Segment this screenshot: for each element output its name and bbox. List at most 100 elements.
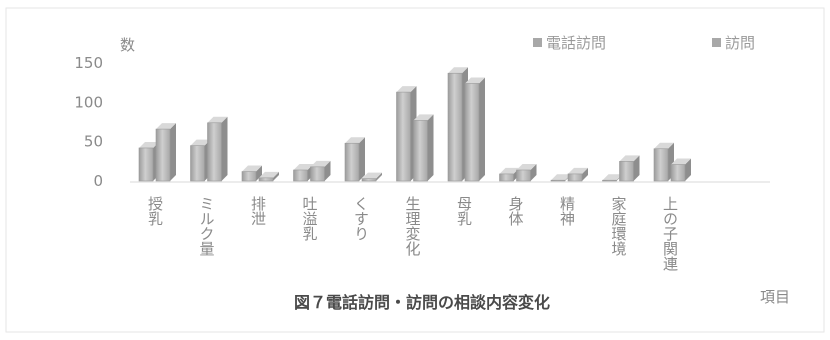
bar-side [479,77,485,181]
bar [653,142,674,182]
legend-label: 訪問 [725,34,755,52]
bar-front [396,91,411,182]
bar-top [654,142,674,149]
bar-side [633,155,640,181]
category-label: 家庭環境 [610,196,628,257]
bar-front [550,179,566,182]
bar-top [516,163,537,170]
bar-side [685,158,691,181]
bar-top [207,116,228,123]
bar [516,163,537,182]
y-axis-label: 数 [120,36,135,54]
bar-front [619,161,634,182]
bar-side [221,116,228,181]
bar-top [190,139,211,146]
legend-swatch [712,38,721,47]
category-label: くすり [352,196,370,241]
category-label: 排泄 [249,196,267,226]
legend: 電話訪問 訪問 [533,34,755,52]
bar-top [259,171,279,178]
bar [241,165,262,182]
category-label: 上の子関連 [661,196,679,272]
bar-front [361,178,377,182]
legend-swatch [533,38,542,47]
bar [670,158,691,182]
bar-front [670,164,686,182]
bar-top [499,167,520,174]
category-label: ミルク量 [198,196,216,256]
bar [413,114,434,182]
bar-top [293,163,314,170]
bar-front [567,173,583,182]
bar-front [155,128,171,182]
bar-side [359,137,365,181]
legend-label: 電話訪問 [546,34,606,52]
bar-front [190,145,205,182]
y-axis-ticks: 0 50 100 150 [74,54,103,190]
bar-top [345,137,365,144]
bar-top [551,174,571,181]
bar-front [241,171,257,182]
bar-side [170,123,176,181]
bar [310,160,331,182]
chart-border [5,7,825,333]
bar [155,123,176,182]
bar [464,77,485,182]
bar-top [448,67,468,74]
bar-front [413,120,428,182]
bar-front [499,173,514,182]
bar-top [362,172,382,179]
bar-front [293,169,308,182]
bar-front [310,166,325,182]
bar [567,167,588,182]
category-label: 身体 [507,196,525,226]
bar-side [376,172,382,181]
bar-top [396,86,417,93]
bar-front [516,169,531,182]
bar-top [139,141,159,148]
chart-frame [5,7,825,333]
bars [138,67,691,182]
category-label: 生理変化 [404,196,422,256]
category-label: 授乳 [146,196,164,226]
bar-front [447,72,463,182]
bar-top [413,114,434,121]
x-axis-label: 項目 [760,288,790,306]
bar-front [344,142,360,182]
bar-side [582,167,588,181]
category-labels: 授乳 ミルク量 排泄 吐溢乳 くすり 生理変化 母乳 身体 精神 家庭環境 上の子関連 [146,196,679,272]
bar-top [242,165,262,172]
y-tick-label: 50 [84,133,103,151]
category-label: 精神 [558,196,576,226]
bar [258,171,279,182]
bar-side [324,160,331,181]
bar [619,155,640,182]
bar-front [602,179,617,182]
bar-front [207,122,222,182]
y-tick-label: 100 [74,93,103,111]
bar-top [671,158,691,165]
bar-side [427,114,434,181]
category-label: 吐溢乳 [301,196,319,241]
bar [207,116,228,182]
bar-side [273,171,279,181]
bar-top [568,167,588,174]
bar-top [156,123,176,130]
chart-title: 図７電話訪問・訪問の相談内容変化 [294,293,550,312]
bar-front [653,148,669,182]
bar [361,172,382,182]
bar [344,137,365,182]
bar-top [619,155,640,162]
bar-top [602,174,623,181]
bar-front [258,177,274,182]
bar-side [256,165,262,181]
y-tick-label: 0 [93,172,103,190]
bar-front [464,83,480,182]
bar-top [465,77,485,84]
bar-front [138,147,154,182]
bar-top [310,160,331,167]
bar-side [530,163,537,181]
category-label: 母乳 [455,196,473,226]
